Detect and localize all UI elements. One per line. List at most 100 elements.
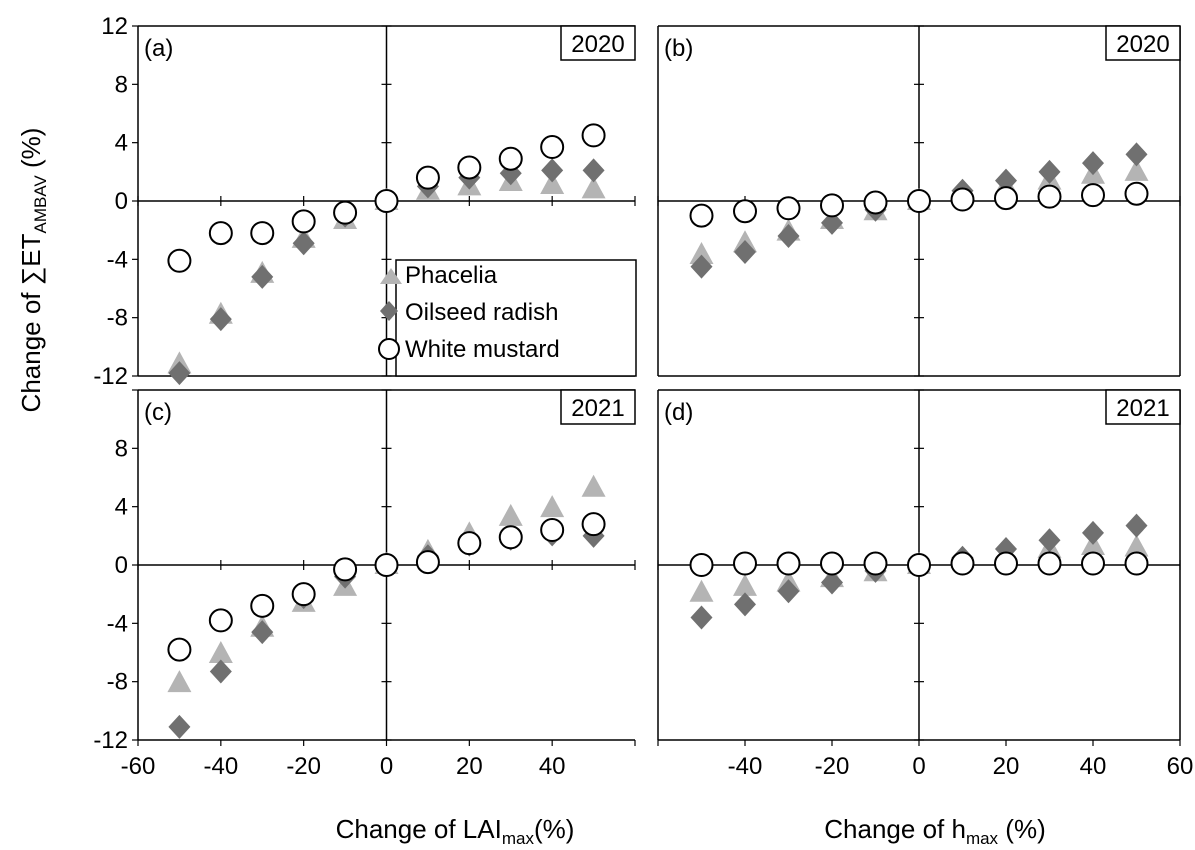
marker-phacelia: [540, 171, 565, 194]
x-tick-label: 20: [993, 753, 1020, 780]
marker-white-mustard: [333, 200, 358, 225]
y-tick-label: -4: [107, 246, 128, 273]
marker-oilseed-radish: [821, 570, 843, 595]
marker-white-mustard: [863, 190, 888, 215]
x-tick-label: 0: [912, 753, 925, 780]
marker-white-mustard: [950, 551, 975, 576]
marker-white-mustard: [291, 582, 316, 607]
x-tick-label: 40: [1080, 753, 1107, 780]
panel-b: (b) 2020: [657, 25, 1181, 377]
legend-box: [395, 259, 637, 377]
y-tick-label: 12: [101, 13, 128, 40]
marker-white-mustard: [907, 553, 931, 577]
marker-phacelia: [208, 640, 233, 663]
marker-white-mustard: [167, 637, 192, 662]
marker-white-mustard: [776, 551, 801, 576]
marker-oilseed-radish: [734, 592, 756, 617]
year-label: 2021: [1116, 395, 1169, 422]
marker-white-mustard: [208, 221, 233, 246]
marker-white-mustard: [457, 155, 482, 180]
x-axis-label-left: Change of LAImax(%): [336, 814, 575, 848]
marker-oilseed-radish: [1038, 528, 1061, 553]
marker-white-mustard: [457, 531, 482, 556]
marker-oilseed-radish: [690, 254, 713, 279]
marker-oilseed-radish: [1125, 513, 1148, 538]
marker-white-mustard: [1124, 551, 1149, 576]
marker-oilseed-radish: [734, 240, 756, 265]
marker-white-mustard: [1081, 551, 1105, 576]
panel-label: (a): [144, 35, 173, 62]
y-tick-label: 0: [115, 552, 128, 579]
year-label: 2021: [571, 395, 624, 422]
marker-white-mustard: [1081, 183, 1105, 208]
marker-phacelia: [1124, 158, 1149, 181]
marker-white-mustard: [820, 551, 844, 576]
marker-white-mustard: [374, 189, 399, 213]
year-box: [560, 389, 636, 425]
marker-phacelia: [689, 579, 714, 602]
marker-white-mustard: [581, 123, 606, 148]
x-tick-label: 20: [456, 753, 483, 780]
panel-d: -40 -20 0 20 40 60 (d) 2021: [657, 389, 1193, 780]
marker-white-mustard: [333, 557, 358, 582]
marker-oilseed-radish: [821, 210, 843, 235]
x-axis-label-right: Change of hmax (%): [824, 814, 1045, 848]
x-tick-label: -40: [203, 753, 238, 780]
y-tick-label: -12: [93, 727, 128, 754]
y-tick-label: -8: [107, 669, 128, 696]
marker-white-mustard: [208, 608, 233, 633]
marker-oilseed-radish: [1125, 142, 1148, 167]
marker-white-mustard: [1124, 181, 1149, 206]
year-box: [1105, 25, 1181, 61]
legend-label-oilseed-radish: Oilseed radish: [405, 299, 558, 326]
marker-oilseed-radish: [209, 659, 232, 684]
marker-oilseed-radish: [1082, 151, 1104, 176]
marker-white-mustard: [415, 165, 440, 190]
x-tick-label: -20: [286, 753, 321, 780]
marker-phacelia: [581, 176, 606, 199]
legend-marker-white-mustard: [378, 338, 400, 360]
x-tick-label: -40: [728, 753, 763, 780]
marker-phacelia: [581, 474, 606, 497]
marker-white-mustard: [374, 553, 399, 577]
marker-white-mustard: [498, 146, 523, 171]
marker-oilseed-radish: [168, 714, 191, 739]
marker-white-mustard: [907, 189, 931, 213]
marker-phacelia: [733, 573, 757, 596]
marker-oilseed-radish: [1082, 520, 1104, 545]
x-tick-label: -60: [121, 753, 156, 780]
marker-white-mustard: [415, 550, 440, 575]
marker-white-mustard: [950, 187, 975, 212]
x-tick-label: 0: [380, 753, 393, 780]
y-tick-label: -12: [93, 363, 128, 390]
marker-phacelia: [167, 670, 192, 693]
marker-white-mustard: [994, 551, 1018, 576]
marker-white-mustard: [733, 199, 757, 224]
panel-label: (c): [144, 399, 172, 426]
y-tick-label: 8: [115, 435, 128, 462]
panel-label: (b): [664, 35, 693, 62]
y-axis-label: Change of ∑ETAMBAV (%): [16, 128, 50, 413]
y-tick-label: 8: [115, 71, 128, 98]
marker-oilseed-radish: [292, 231, 315, 256]
year-box: [560, 25, 636, 61]
marker-phacelia: [540, 495, 565, 518]
marker-white-mustard: [581, 512, 606, 537]
marker-white-mustard: [1037, 551, 1062, 576]
marker-white-mustard: [776, 196, 801, 221]
year-label: 2020: [1116, 31, 1169, 58]
y-tick-label: 4: [115, 130, 128, 157]
x-tick-label: 40: [539, 753, 566, 780]
marker-white-mustard: [540, 518, 565, 542]
marker-oilseed-radish: [168, 361, 191, 386]
legend-label-white-mustard: White mustard: [405, 336, 560, 363]
marker-oilseed-radish: [995, 168, 1017, 193]
marker-white-mustard: [733, 551, 757, 576]
x-tick-label: -20: [815, 753, 850, 780]
y-tick-label: -8: [107, 305, 128, 332]
legend-marker-oilseed-radish: [380, 301, 398, 321]
marker-oilseed-radish: [251, 264, 274, 289]
